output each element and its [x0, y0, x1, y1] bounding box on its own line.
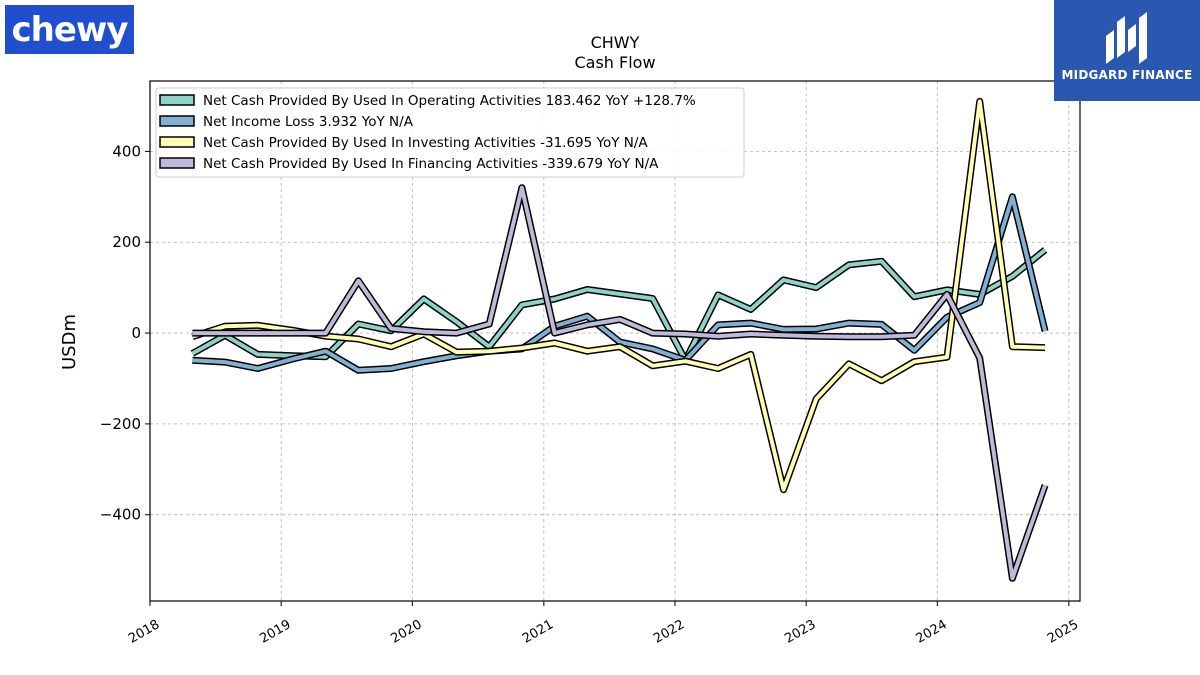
x-tick-label: 2025: [1045, 617, 1081, 647]
y-tick-label: 0: [131, 324, 141, 342]
y-tick-label: 400: [112, 142, 141, 160]
x-axis-ticks: 2018 2019 2020 2021 2022 2023 2024 2025: [126, 601, 1081, 647]
y-tick-label: 200: [112, 233, 141, 251]
legend-swatch: [159, 115, 195, 127]
legend-entry: Net Cash Provided By Used In Financing A…: [159, 156, 659, 172]
series-line: [192, 184, 1049, 582]
legend-label: Net Cash Provided By Used In Financing A…: [203, 156, 659, 172]
series-line: [190, 247, 1048, 364]
legend-swatch: [159, 136, 195, 148]
series-lines: [190, 97, 1049, 582]
legend-label: Net Income Loss 3.932 YoY N/A: [203, 114, 414, 130]
legend-entry: Net Cash Provided By Used In Operating A…: [159, 93, 696, 109]
y-axis-label: USDm: [59, 314, 80, 370]
y-axis-ticks: 400 200 0 −200 −400: [100, 142, 150, 524]
x-tick-label: 2018: [126, 617, 162, 647]
x-tick-label: 2024: [914, 617, 950, 647]
midgard-logo-text: MIDGARD FINANCE: [1061, 68, 1193, 82]
chart-title: CHWY: [591, 33, 640, 52]
y-tick-label: −200: [100, 415, 141, 433]
y-tick-label: −400: [100, 506, 141, 524]
series-line-stroke: [192, 194, 1048, 373]
series-line-outline: [192, 184, 1049, 582]
series-line-stroke: [192, 185, 1047, 581]
series-line-stroke: [191, 99, 1046, 492]
legend-swatch: [159, 157, 195, 169]
legend: Net Cash Provided By Used In Operating A…: [155, 87, 745, 178]
x-tick-label: 2020: [388, 617, 424, 647]
plot-area-frame: [149, 80, 1081, 602]
legend-entry: Net Cash Provided By Used In Investing A…: [159, 135, 648, 151]
legend-swatch: [159, 94, 195, 106]
midgard-emblem-icon: [1106, 12, 1147, 64]
chart-subtitle: Cash Flow: [574, 53, 655, 72]
legend-box: [155, 87, 745, 178]
chewy-logo: chewy: [5, 5, 134, 54]
x-tick-label: 2022: [651, 617, 687, 647]
x-tick-label: 2023: [782, 617, 818, 647]
x-tick-label: 2019: [257, 617, 293, 647]
legend-label: Net Cash Provided By Used In Operating A…: [203, 93, 696, 109]
legend-label: Net Cash Provided By Used In Investing A…: [203, 135, 648, 151]
midgard-finance-logo: MIDGARD FINANCE: [1054, 0, 1200, 101]
series-line-stroke: [191, 248, 1047, 363]
series-line: [191, 97, 1046, 494]
legend-entry: Net Income Loss 3.932 YoY N/A: [159, 114, 414, 130]
x-tick-label: 2021: [520, 617, 556, 647]
chewy-logo-text: chewy: [11, 9, 129, 50]
series-line: [192, 193, 1049, 374]
